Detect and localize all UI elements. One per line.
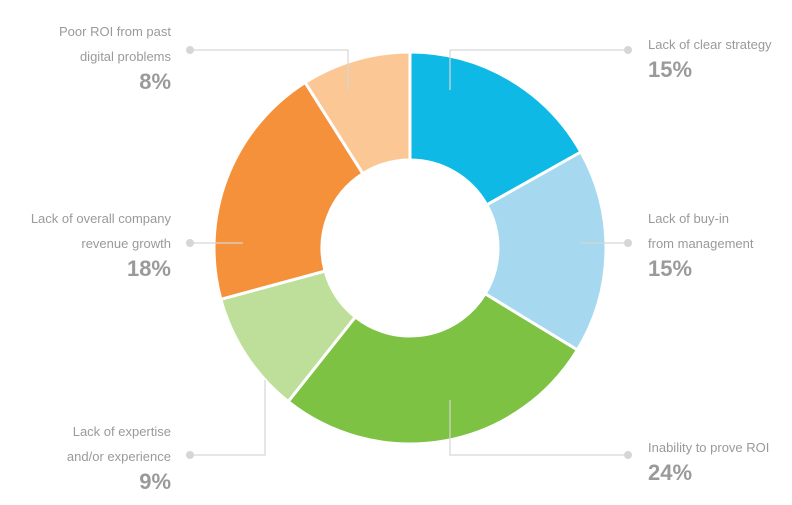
leader-dot bbox=[624, 451, 632, 459]
value-label: 18% bbox=[127, 256, 171, 281]
donut-slice bbox=[286, 291, 580, 446]
value-label: 9% bbox=[139, 469, 171, 494]
category-label: revenue growth bbox=[81, 236, 171, 251]
leader-dot bbox=[624, 46, 632, 54]
category-label: Inability to prove ROI bbox=[648, 440, 769, 455]
category-label: Lack of expertise bbox=[73, 424, 171, 439]
category-label: digital problems bbox=[80, 49, 172, 64]
leader-line bbox=[190, 380, 266, 456]
value-label: 15% bbox=[648, 256, 692, 281]
leader-line bbox=[449, 49, 628, 90]
category-label: from management bbox=[648, 236, 754, 251]
donut-slice bbox=[303, 50, 412, 176]
leader-line bbox=[190, 49, 349, 90]
value-label: 24% bbox=[648, 460, 692, 485]
category-label: Lack of buy-in bbox=[648, 211, 729, 226]
category-label: Lack of clear strategy bbox=[648, 37, 772, 52]
leader-dot bbox=[186, 451, 194, 459]
value-label: 8% bbox=[139, 69, 171, 94]
value-label: 15% bbox=[648, 57, 692, 82]
leader-dot bbox=[186, 46, 194, 54]
leader-dot bbox=[186, 239, 194, 247]
donut-slice bbox=[483, 149, 608, 353]
category-label: and/or experience bbox=[67, 449, 171, 464]
category-label: Lack of overall company bbox=[31, 211, 172, 226]
category-label: Poor ROI from past bbox=[59, 24, 171, 39]
donut-slice bbox=[212, 80, 365, 302]
donut-slice bbox=[408, 50, 583, 207]
leader-dot bbox=[624, 239, 632, 247]
leader-line bbox=[449, 400, 628, 456]
